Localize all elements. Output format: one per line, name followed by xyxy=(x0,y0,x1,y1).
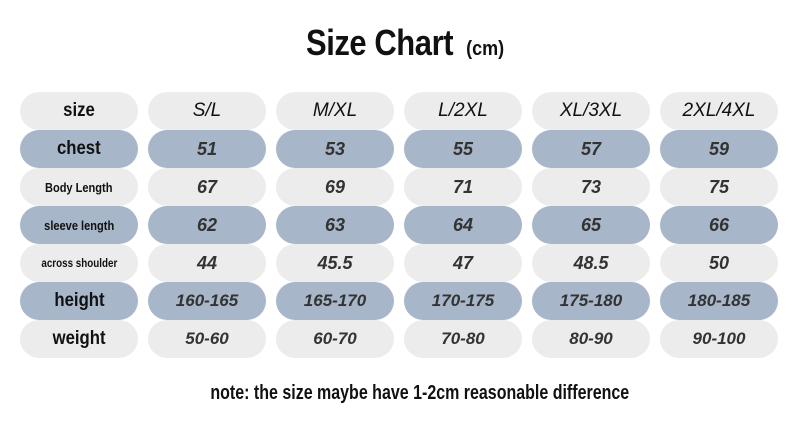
header-label-cell: size xyxy=(20,92,138,130)
table-cell: 180-185 xyxy=(660,282,778,320)
header-size: XL/3XL xyxy=(559,100,623,121)
header-size-cell: M/XL xyxy=(276,92,394,130)
cell-value: 50-60 xyxy=(185,329,229,348)
footnote: note: the size maybe have 1-2cm reasonab… xyxy=(0,382,800,405)
table-cell: 165-170 xyxy=(276,282,394,320)
title-unit: (cm) xyxy=(465,38,504,60)
header-size: L/2XL xyxy=(438,100,488,121)
table-cell: 66 xyxy=(660,206,778,244)
cell-value: 75 xyxy=(708,176,730,197)
table-cell: 57 xyxy=(532,130,650,168)
header-label: size xyxy=(63,100,95,121)
row-label-cell: weight xyxy=(20,320,138,358)
row-label-cell: Body Length xyxy=(20,168,138,206)
cell-value: 63 xyxy=(324,214,346,235)
cell-value: 44 xyxy=(196,252,218,273)
cell-value: 57 xyxy=(580,138,602,159)
table-cell: 73 xyxy=(532,168,650,206)
cell-value: 80-90 xyxy=(569,329,613,348)
table-cell: 55 xyxy=(404,130,522,168)
cell-value: 67 xyxy=(196,176,218,197)
cell-value: 51 xyxy=(196,138,218,159)
table-cell: 50 xyxy=(660,244,778,282)
cell-value: 45.5 xyxy=(317,252,353,273)
cell-value: 66 xyxy=(708,214,730,235)
cell-value: 90-100 xyxy=(692,329,746,348)
row-label-cell: height xyxy=(20,282,138,320)
row-label-height: height xyxy=(53,290,105,311)
cell-value: 65 xyxy=(580,214,602,235)
table-cell: 50-60 xyxy=(148,320,266,358)
header-size-cell: L/2XL xyxy=(404,92,522,130)
header-size: M/XL xyxy=(312,100,358,121)
row-label-cell: across shoulder xyxy=(20,244,138,282)
row-label-across-shoulder: across shoulder xyxy=(40,256,118,270)
title-text: Size Chart xyxy=(306,22,454,63)
table-cell: 170-175 xyxy=(404,282,522,320)
header-size-cell: 2XL/4XL xyxy=(660,92,778,130)
table-cell: 67 xyxy=(148,168,266,206)
table-cell: 69 xyxy=(276,168,394,206)
cell-value: 175-180 xyxy=(559,291,623,310)
header-size-cell: S/L xyxy=(148,92,266,130)
size-table: size S/L M/XL L/2XL XL/3XL 2XL/4XL chest… xyxy=(20,92,778,358)
cell-value: 73 xyxy=(580,176,602,197)
row-label-weight: weight xyxy=(52,328,106,349)
cell-value: 48.5 xyxy=(573,252,609,273)
row-label-cell: sleeve length xyxy=(20,206,138,244)
row-label-sleeve-length: sleeve length xyxy=(43,217,115,233)
table-cell: 75 xyxy=(660,168,778,206)
header-size: S/L xyxy=(192,100,222,121)
row-label-chest: chest xyxy=(57,138,101,159)
table-cell: 175-180 xyxy=(532,282,650,320)
cell-value: 55 xyxy=(452,138,474,159)
table-cell: 70-80 xyxy=(404,320,522,358)
table-cell: 64 xyxy=(404,206,522,244)
page-title: Size Chart (cm) xyxy=(0,22,800,64)
cell-value: 62 xyxy=(196,214,218,235)
cell-value: 170-175 xyxy=(431,291,495,310)
table-cell: 90-100 xyxy=(660,320,778,358)
table-cell: 59 xyxy=(660,130,778,168)
table-cell: 51 xyxy=(148,130,266,168)
cell-value: 160-165 xyxy=(175,291,239,310)
cell-value: 50 xyxy=(708,252,730,273)
cell-value: 60-70 xyxy=(313,329,357,348)
table-cell: 47 xyxy=(404,244,522,282)
header-size-cell: XL/3XL xyxy=(532,92,650,130)
table-cell: 65 xyxy=(532,206,650,244)
table-cell: 62 xyxy=(148,206,266,244)
cell-value: 165-170 xyxy=(303,291,367,310)
table-cell: 60-70 xyxy=(276,320,394,358)
table-cell: 48.5 xyxy=(532,244,650,282)
cell-value: 70-80 xyxy=(441,329,485,348)
cell-value: 64 xyxy=(452,214,474,235)
row-label-body-length: Body Length xyxy=(45,179,113,195)
table-cell: 71 xyxy=(404,168,522,206)
table-cell: 45.5 xyxy=(276,244,394,282)
cell-value: 71 xyxy=(452,176,474,197)
table-cell: 53 xyxy=(276,130,394,168)
table-cell: 80-90 xyxy=(532,320,650,358)
cell-value: 180-185 xyxy=(687,291,751,310)
cell-value: 47 xyxy=(452,252,474,273)
table-cell: 63 xyxy=(276,206,394,244)
header-size: 2XL/4XL xyxy=(682,100,756,121)
cell-value: 59 xyxy=(708,138,730,159)
cell-value: 53 xyxy=(324,138,346,159)
footnote-text: note: the size maybe have 1-2cm reasonab… xyxy=(210,382,630,404)
cell-value: 69 xyxy=(324,176,346,197)
table-cell: 160-165 xyxy=(148,282,266,320)
table-cell: 44 xyxy=(148,244,266,282)
row-label-cell: chest xyxy=(20,130,138,168)
